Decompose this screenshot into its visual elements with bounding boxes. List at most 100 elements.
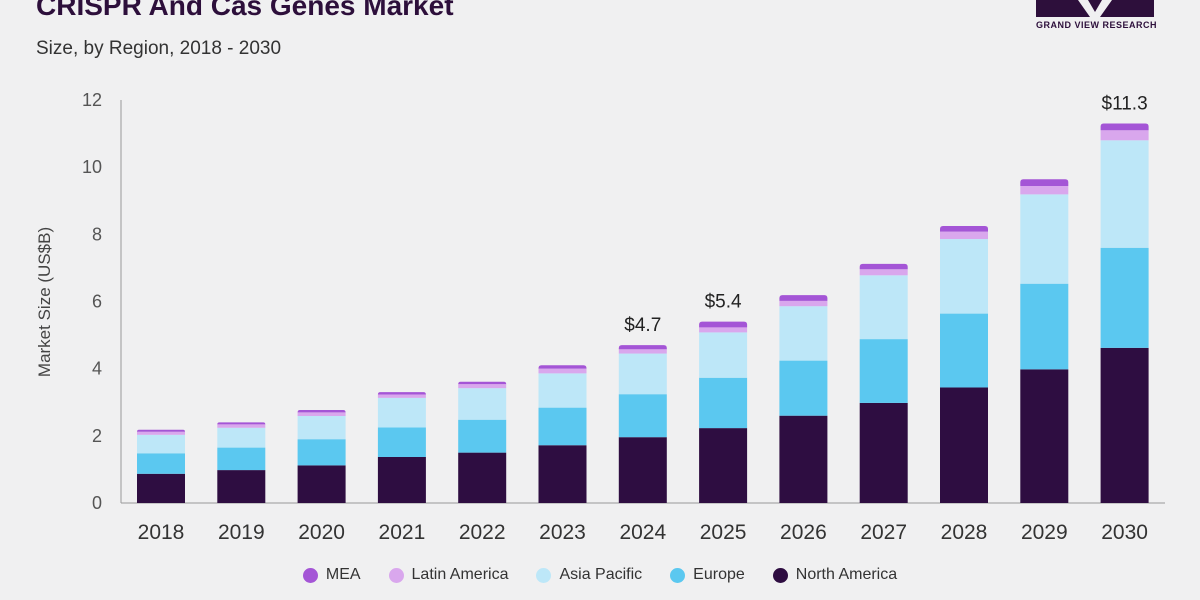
bar-segment <box>1020 179 1069 186</box>
bar-segment <box>1100 347 1149 503</box>
bar-segment <box>940 239 988 314</box>
legend-label: MEA <box>325 566 361 583</box>
bar-segment <box>779 300 828 307</box>
bar-segment <box>377 427 426 457</box>
bar-segment <box>217 470 266 503</box>
bar-segment <box>618 353 667 395</box>
bar-segment <box>458 419 507 453</box>
legend-item: Europe <box>670 566 745 584</box>
y-tick-label: 12 <box>82 90 102 110</box>
legend-item: MEA <box>302 566 361 584</box>
legend-item: Asia Pacific <box>536 566 642 584</box>
bar-segment <box>699 377 748 429</box>
bar-segment <box>458 384 507 389</box>
bar-segment <box>538 368 587 374</box>
bar-segment <box>538 445 587 503</box>
bar-segment <box>538 373 587 408</box>
bar-segment <box>859 339 908 403</box>
x-tick-label: 2021 <box>379 521 426 544</box>
bar-segment <box>377 392 426 395</box>
legend-swatch <box>536 567 552 583</box>
x-tick-label: 2018 <box>138 521 185 544</box>
x-tick-label: 2024 <box>619 521 666 544</box>
bar-segment <box>779 415 828 503</box>
x-tick-label: 2019 <box>218 521 265 544</box>
legend-item: North America <box>772 566 898 584</box>
bar-segment <box>137 434 185 454</box>
legend-swatch <box>670 567 686 583</box>
legend-item: Latin America <box>388 566 508 584</box>
bar-segment <box>1100 123 1149 131</box>
y-tick-label: 2 <box>92 426 102 446</box>
y-tick-label: 6 <box>92 292 102 312</box>
bar-segment <box>699 327 748 333</box>
bar-segment <box>859 402 908 503</box>
y-tick-label: 0 <box>92 493 102 513</box>
bar-segment <box>217 427 266 448</box>
x-tick-label: 2028 <box>941 521 988 544</box>
bar-segment <box>940 313 988 388</box>
chart-title: CRISPR And Cas Genes Market <box>36 0 454 21</box>
x-tick-label: 2029 <box>1021 521 1068 544</box>
bar-segment <box>618 394 667 438</box>
bar-segment <box>618 345 667 350</box>
bar-segment <box>1100 247 1149 348</box>
data-label: $11.3 <box>1102 94 1148 115</box>
bar-segment <box>377 394 426 398</box>
legend-swatch <box>772 567 788 583</box>
y-tick-label: 8 <box>92 224 102 244</box>
legend-swatch <box>302 567 318 583</box>
logo-text: GRAND VIEW RESEARCH <box>1036 20 1158 30</box>
bar-segment <box>940 225 988 232</box>
bar-segment <box>940 231 988 240</box>
bar-segment <box>137 473 185 503</box>
bar-segment <box>458 388 507 420</box>
bar-segment <box>297 439 346 466</box>
x-tick-label: 2020 <box>298 521 345 544</box>
bar-segment <box>779 306 828 361</box>
y-tick-label: 10 <box>82 157 102 177</box>
bar-segment <box>699 332 748 378</box>
x-tick-label: 2030 <box>1101 521 1148 544</box>
bar-segment <box>217 422 266 425</box>
bar-segment <box>859 269 908 276</box>
x-tick-label: 2025 <box>700 521 747 544</box>
legend-label: Europe <box>693 566 745 583</box>
bar-segment <box>377 456 426 503</box>
grand-view-research-logo <box>1036 0 1154 17</box>
x-tick-label: 2023 <box>539 521 586 544</box>
bar-segment <box>137 431 185 435</box>
legend-swatch <box>388 567 404 583</box>
bar-segment <box>859 275 908 340</box>
bar-segment <box>699 428 748 503</box>
bar-segment <box>458 381 507 385</box>
bar-segment <box>618 437 667 503</box>
bar-segment <box>538 407 587 446</box>
bar-segment <box>377 397 426 428</box>
bar-segment <box>618 349 667 354</box>
x-tick-label: 2022 <box>459 521 506 544</box>
bar-segment <box>1100 130 1149 141</box>
bar-segment <box>940 387 988 503</box>
bar-segment <box>297 416 346 440</box>
y-axis-label: Market Size (US$B) <box>35 227 54 377</box>
bar-segment <box>1100 140 1149 248</box>
x-tick-label: 2027 <box>860 521 907 544</box>
chart-subtitle: Size, by Region, 2018 - 2030 <box>36 38 282 59</box>
legend-label: Asia Pacific <box>559 566 643 583</box>
bar-segment <box>538 365 587 369</box>
bar-segment <box>1020 185 1069 195</box>
chart-legend: MEA Latin America Asia Pacific Europe North … <box>0 566 1200 584</box>
bar-segment <box>1020 283 1069 370</box>
bar-segment <box>779 360 828 416</box>
bar-segment <box>297 412 346 417</box>
legend-label: North America <box>795 566 898 583</box>
bar-segment <box>217 424 266 428</box>
bar-segment <box>297 409 346 413</box>
bar-segment <box>458 452 507 503</box>
bar-segment <box>699 321 748 328</box>
bar-segment <box>137 429 185 432</box>
bar-segment <box>137 453 185 474</box>
data-label: $5.4 <box>705 292 742 313</box>
